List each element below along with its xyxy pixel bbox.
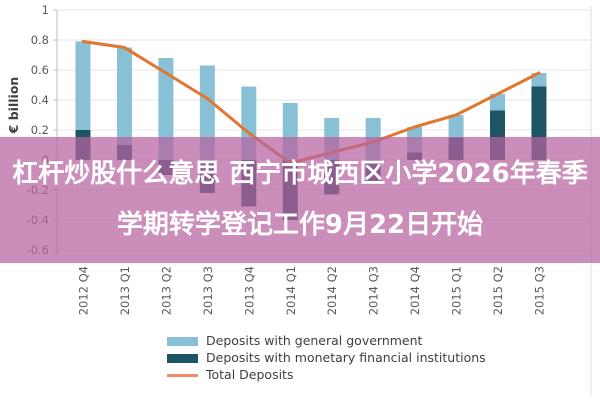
y-tick-label: 0.8: [31, 33, 49, 47]
y-tick-label: 1: [42, 3, 49, 17]
y-tick-label: 0.6: [31, 63, 49, 77]
legend: Deposits with general government Deposit…: [167, 334, 486, 382]
legend-swatch-general-government: [167, 336, 198, 346]
x-tick-label: 2015 Q3: [532, 266, 546, 315]
legend-label: Deposits with monetary financial institu…: [206, 350, 486, 365]
legend-item-general-government: Deposits with general government: [167, 334, 486, 348]
bar-general-government: [199, 65, 215, 160]
x-tick-label: 2013 Q4: [242, 266, 256, 315]
x-tick-label: 2014 Q1: [284, 266, 298, 315]
legend-item-total-deposits: Total Deposits: [167, 368, 486, 382]
x-tick-label: 2014 Q2: [325, 266, 339, 315]
x-tick-label: 2015 Q1: [450, 266, 464, 315]
x-axis-labels: 2012 Q4 2013 Q1 2013 Q2 2013 Q3 2013 Q4 2014 …: [77, 266, 547, 315]
headline-line-1: 杠杆炒股什么意思 西宁市城西区小学2026年春季: [12, 159, 588, 189]
x-tick-label: 2013 Q1: [118, 266, 132, 315]
bar-general-government: [75, 41, 91, 130]
x-tick-label: 2013 Q2: [159, 266, 173, 315]
y-axis-title: € billion: [6, 77, 21, 135]
legend-item-monetary-institutions: Deposits with monetary financial institu…: [167, 351, 486, 365]
y-tick-label: 0.4: [31, 93, 49, 107]
y-tick-label: 0.2: [31, 123, 49, 137]
legend-label: Deposits with general government: [206, 333, 423, 348]
legend-swatch-monetary-institutions: [167, 353, 198, 363]
legend-label: Total Deposits: [206, 367, 294, 382]
x-tick-label: 2015 Q2: [491, 266, 505, 315]
bar-general-government: [490, 94, 505, 111]
bar-general-government: [158, 58, 174, 160]
x-tick-label: 2013 Q3: [201, 266, 215, 315]
x-tick-label: 2014 Q3: [367, 266, 381, 315]
legend-swatch-total-deposits: [167, 373, 198, 377]
headline-banner-overlay: 杠杆炒股什么意思 西宁市城西区小学2026年春季 学期转学登记工作9月22日开始: [0, 137, 600, 263]
headline-line-2: 学期转学登记工作9月22日开始: [116, 210, 484, 240]
bar-general-government: [448, 115, 464, 138]
x-tick-label: 2012 Q4: [77, 266, 91, 315]
x-tick-label: 2014 Q4: [408, 266, 422, 315]
bar-general-government: [116, 47, 132, 145]
